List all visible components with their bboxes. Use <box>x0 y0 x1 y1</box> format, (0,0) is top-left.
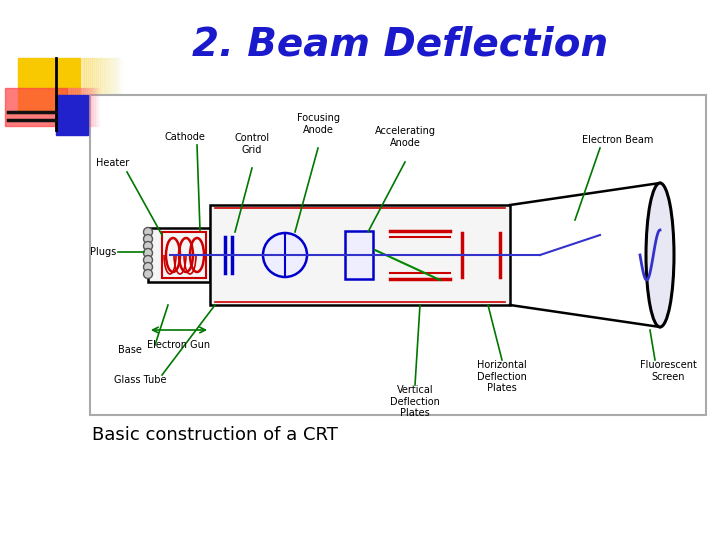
Text: Electron Gun: Electron Gun <box>148 340 210 350</box>
Text: Fluorescent
Screen: Fluorescent Screen <box>639 360 696 382</box>
Bar <box>82 58 86 113</box>
Circle shape <box>143 269 153 279</box>
Bar <box>69 88 73 126</box>
Bar <box>98 58 102 113</box>
Bar <box>84 58 88 113</box>
Bar <box>112 58 116 113</box>
Text: 2. Beam Deflection: 2. Beam Deflection <box>192 26 608 64</box>
Bar <box>94 58 98 113</box>
Text: Cathode: Cathode <box>165 132 205 142</box>
Bar <box>100 58 104 113</box>
Bar <box>110 58 114 113</box>
Bar <box>90 58 94 113</box>
Circle shape <box>143 234 153 244</box>
Bar <box>162 232 206 278</box>
Text: Electron Beam: Electron Beam <box>582 135 654 145</box>
Bar <box>106 58 110 113</box>
Text: Vertical
Deflection
Plates: Vertical Deflection Plates <box>390 385 440 418</box>
Text: Horizontal
Deflection
Plates: Horizontal Deflection Plates <box>477 360 527 393</box>
Bar <box>73 88 77 126</box>
Bar <box>88 58 92 113</box>
Bar <box>86 58 90 113</box>
Bar <box>91 88 95 126</box>
Text: Plugs: Plugs <box>90 247 116 257</box>
Text: Heater: Heater <box>96 158 130 168</box>
Text: Control
Grid: Control Grid <box>235 133 269 155</box>
Bar <box>83 88 87 126</box>
Bar <box>75 88 79 126</box>
Bar <box>148 228 210 282</box>
Text: Basic construction of a CRT: Basic construction of a CRT <box>92 426 338 444</box>
Bar <box>102 58 106 113</box>
Bar <box>96 58 100 113</box>
Circle shape <box>143 248 153 258</box>
Bar <box>81 88 85 126</box>
Ellipse shape <box>646 183 674 327</box>
Bar <box>210 205 510 305</box>
Bar <box>85 88 89 126</box>
Text: Base: Base <box>118 345 142 355</box>
Bar <box>90 95 706 415</box>
Bar <box>71 88 75 126</box>
Circle shape <box>143 227 153 237</box>
Circle shape <box>143 262 153 272</box>
Text: Glass Tube: Glass Tube <box>114 375 166 385</box>
Bar <box>118 58 122 113</box>
Bar <box>345 231 373 279</box>
Bar <box>95 88 99 126</box>
Text: Accelerating
Anode: Accelerating Anode <box>374 126 436 148</box>
Bar <box>92 58 96 113</box>
Circle shape <box>143 255 153 265</box>
Circle shape <box>143 241 153 251</box>
Bar <box>56 95 88 135</box>
Bar <box>116 58 120 113</box>
Circle shape <box>263 233 307 277</box>
Bar <box>77 88 81 126</box>
Bar <box>89 88 93 126</box>
Bar <box>80 58 84 113</box>
Bar <box>114 58 118 113</box>
Bar <box>67 88 71 126</box>
Text: Focusing
Anode: Focusing Anode <box>297 113 340 135</box>
Bar <box>79 88 83 126</box>
Bar <box>18 58 80 113</box>
Bar <box>87 88 91 126</box>
Bar <box>5 88 67 126</box>
Bar <box>104 58 108 113</box>
Bar <box>108 58 112 113</box>
Bar <box>93 88 97 126</box>
